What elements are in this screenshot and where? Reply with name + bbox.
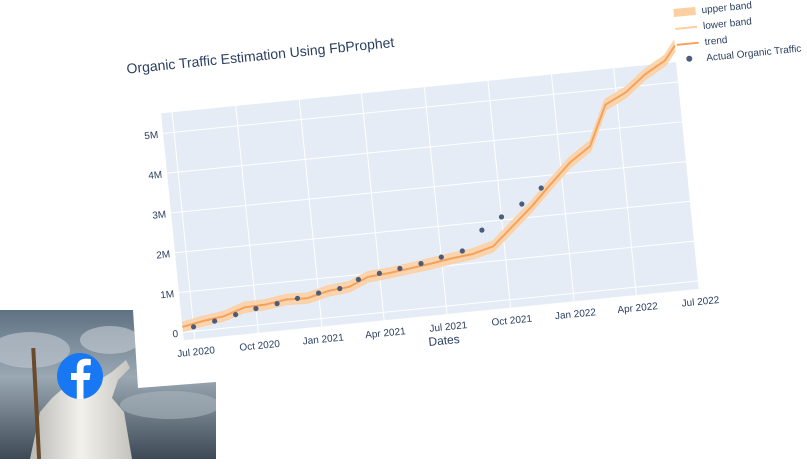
actual-traffic-point [253, 305, 259, 312]
legend-swatch-lower-band [675, 25, 698, 30]
actual-traffic-point [479, 227, 485, 233]
actual-traffic-point [498, 214, 505, 220]
y-tick-label: 5M [144, 130, 159, 142]
x-tick-label: Jul 2022 [681, 295, 720, 310]
grid [163, 61, 700, 340]
grid-line-x [360, 93, 385, 321]
wooden-staff [31, 347, 42, 459]
y-tick-label: 2M [156, 249, 171, 261]
x-tick-label: Jul 2020 [177, 345, 216, 360]
x-axis-label: Dates [428, 332, 461, 349]
y-tick-label: 3M [152, 209, 167, 221]
plot-area [161, 61, 700, 341]
actual-traffic-point [459, 248, 465, 254]
cloud-shape [0, 332, 70, 368]
actual-traffic-point [233, 312, 239, 318]
actual-traffic-point [355, 276, 362, 283]
actual-traffic-point [337, 285, 343, 292]
y-tick-label: 1M [160, 289, 175, 301]
legend-item-lower-band[interactable]: lower band [675, 16, 753, 35]
cloud-shape [80, 326, 140, 354]
grid-line-y [174, 200, 691, 254]
grid-line-x [550, 74, 575, 302]
x-tick-labels: Jul 2020 Oct 2020 Jan 2021 Apr 2021 Jul 2021… [177, 295, 721, 360]
actual-traffic-point [418, 260, 424, 267]
legend-item-actual[interactable]: Actual Organic Traffic [686, 44, 802, 66]
legend-item-trend[interactable]: trend [676, 35, 728, 51]
x-tick-label: Jan 2022 [554, 307, 596, 322]
legend-swatch-trend [676, 41, 699, 46]
grid-line-x [235, 105, 259, 333]
x-tick-label: Oct 2021 [491, 314, 533, 329]
legend-label-upper-band: upper band [701, 0, 752, 16]
grid-line-y [170, 160, 687, 214]
y-tick-labels: 0 1M 2M 3M 4M 5M [144, 130, 179, 341]
grid-line-x [423, 87, 448, 315]
trend-line [182, 44, 676, 328]
legend-label-actual: Actual Organic Traffic [706, 44, 802, 64]
cloud-shape [120, 391, 216, 419]
grid-line-y [163, 81, 679, 134]
actual-traffic-point [376, 270, 383, 276]
grid-line-x [613, 68, 637, 296]
actual-traffic-point [190, 324, 197, 330]
x-tick-label: Apr 2021 [365, 326, 407, 341]
chart-root: Organic Traffic Estimation Using FbProph… [126, 0, 802, 360]
y-tick-label: 0 [172, 329, 179, 341]
x-tick-label: Oct 2020 [239, 339, 281, 354]
grid-line-x [676, 61, 700, 289]
actual-traffic-point [212, 318, 218, 324]
legend-label-lower-band: lower band [703, 16, 753, 32]
actual-traffic-points [190, 185, 544, 330]
lower-band-line [182, 50, 676, 333]
actual-traffic-point [538, 185, 544, 191]
grid-line-y [182, 280, 699, 333]
legend: upper band lower band trend Actual Organ… [673, 0, 802, 66]
grid-line-x [171, 112, 196, 340]
grid-line-x [487, 80, 512, 308]
legend-item-upper-band[interactable]: upper band [673, 0, 752, 19]
facebook-f-glyph [71, 358, 91, 399]
x-tick-label: Apr 2022 [617, 301, 659, 316]
legend-swatch-upper-band [673, 6, 696, 18]
legend-swatch-actual [686, 55, 693, 62]
x-tick-label: Jan 2021 [302, 332, 344, 347]
chart-title: Organic Traffic Estimation Using FbProph… [126, 34, 395, 77]
x-tick-label: Jul 2021 [429, 320, 468, 335]
legend-label-trend: trend [704, 35, 728, 48]
actual-traffic-point [438, 254, 444, 260]
actual-traffic-point [294, 295, 301, 302]
actual-traffic-point [519, 201, 525, 207]
actual-traffic-point [274, 301, 280, 307]
robed-figure [30, 360, 132, 459]
actual-traffic-point [397, 265, 403, 272]
actual-traffic-point [315, 290, 322, 296]
y-tick-label: 4M [148, 170, 163, 182]
